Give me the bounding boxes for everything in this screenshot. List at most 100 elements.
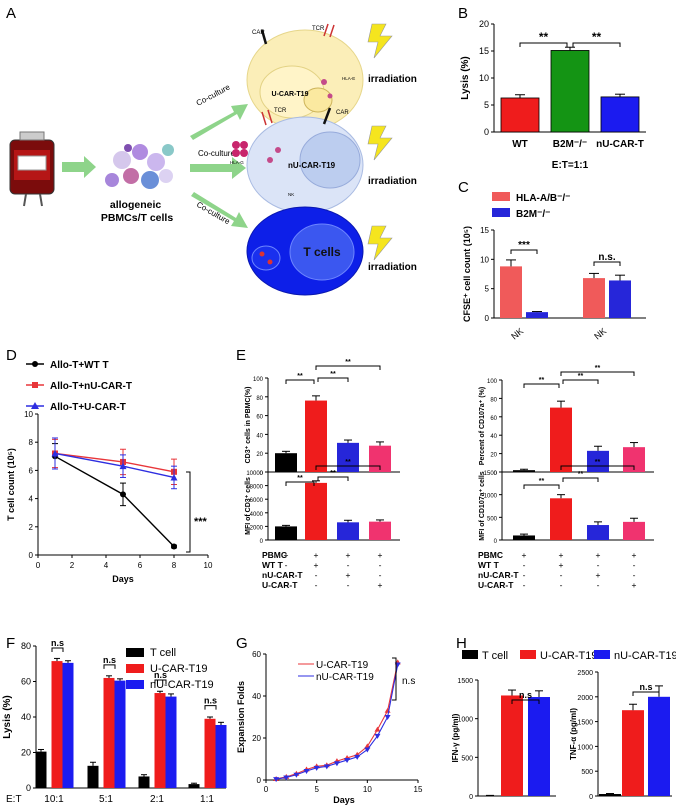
significance-label: n.s <box>204 696 217 706</box>
bar <box>609 280 631 318</box>
significance-bracket <box>562 379 599 384</box>
legend-swatch <box>126 680 144 689</box>
x-axis-prefix: E:T <box>6 794 22 805</box>
y-tick-label: 40 <box>252 692 261 701</box>
significance-label: ** <box>345 459 351 466</box>
panel-letter-d: D <box>6 347 17 364</box>
bar <box>51 661 63 788</box>
y-tick-label: 0 <box>494 539 498 545</box>
series-line <box>54 452 175 479</box>
significance-label: ** <box>578 373 584 380</box>
significance-label: ** <box>330 371 336 378</box>
car-label: CAR <box>252 30 265 36</box>
significance-bracket <box>523 484 560 489</box>
chart-d: 0 2 4 6 8 10 T cell count (10⁵) 0 2 4 6 8 10 Days Allo… <box>6 360 213 584</box>
legend-marker <box>32 361 38 367</box>
bar <box>35 751 47 788</box>
significance-label: ** <box>592 30 602 44</box>
legend-label: nU-CAR-T19 <box>316 672 374 683</box>
irradiation-label: irradiation <box>368 176 417 187</box>
x-tick-label: NK <box>509 326 525 342</box>
x-tick-label: 10 <box>204 561 213 570</box>
y-tick-label: 6000 <box>250 498 264 504</box>
panel-letter-h: H <box>456 635 467 652</box>
arrow-icon <box>190 104 248 140</box>
bar <box>550 50 590 133</box>
significance-bracket <box>186 471 191 553</box>
bar <box>500 97 540 133</box>
y-tick-label: 60 <box>252 650 261 659</box>
x-tick-label: 5:1 <box>99 794 113 805</box>
y-tick-label: 0 <box>485 314 490 323</box>
y-axis-label: T cell count (10⁵) <box>6 448 16 521</box>
bar <box>587 450 609 472</box>
data-point <box>171 543 177 550</box>
significance-label: ** <box>297 373 303 380</box>
legend-swatch <box>126 664 144 673</box>
panel-letter-f: F <box>6 635 15 652</box>
coculture-label: Co-culture <box>198 149 235 158</box>
table-cell: + <box>378 580 383 590</box>
y-tick-label: 60 <box>21 677 31 687</box>
significance-bracket <box>315 465 381 470</box>
significance-bracket <box>560 465 635 470</box>
table-cell: - <box>633 560 636 570</box>
table-cell: - <box>315 570 318 580</box>
y-tick-label: 80 <box>21 641 31 651</box>
significance-bracket <box>572 42 621 47</box>
y-tick-label: 0 <box>484 127 489 137</box>
x-tick-label: B2M⁻/⁻ <box>553 139 587 150</box>
table-row-label: nU-CAR-T <box>262 570 303 580</box>
y-tick-label: 20 <box>490 453 497 459</box>
tcr-label: TCR <box>312 26 325 32</box>
table-cell: - <box>285 570 288 580</box>
significance-label: n.s <box>103 655 116 665</box>
significance-bracket <box>204 705 217 710</box>
significance-label: ** <box>595 459 601 466</box>
x-tick-label: 5 <box>314 785 319 794</box>
table-cell: + <box>314 560 319 570</box>
series-line <box>54 455 175 548</box>
bar <box>583 278 605 318</box>
table-cell: - <box>597 580 600 590</box>
y-tick-label: 1000 <box>484 494 498 500</box>
y-axis-label: Lysis (%) <box>2 695 13 739</box>
y-tick-label: 2000 <box>577 695 593 702</box>
significance-label: ** <box>539 30 549 44</box>
bar <box>648 696 670 796</box>
legend-label: U-CAR-T19 <box>316 660 369 671</box>
data-point <box>354 754 361 760</box>
y-tick-label: 0 <box>26 783 31 793</box>
schematic-panel: allogeneic PBMCs/T cells Co-culture Co-c… <box>9 23 417 296</box>
legend-swatch <box>594 650 610 659</box>
significance-bracket <box>317 377 349 382</box>
table-cell: + <box>346 550 351 560</box>
panel-letter-e: E <box>236 347 246 364</box>
y-tick-label: 500 <box>487 516 498 522</box>
data-point <box>51 449 59 457</box>
significance-label: n.s. <box>598 252 615 263</box>
bar <box>62 662 74 788</box>
panel-letter-g: G <box>236 635 248 652</box>
legend-label: HLA-A/B⁻/⁻ <box>516 193 570 204</box>
bar <box>550 498 572 540</box>
significance-bracket <box>632 691 660 696</box>
coculture-label: Co-culture <box>195 82 232 108</box>
arrow-icon <box>190 157 246 179</box>
legend-swatch <box>462 650 478 659</box>
table-cell: - <box>633 570 636 580</box>
y-tick-label: 1000 <box>577 744 593 751</box>
y-tick-label: 20 <box>256 452 263 458</box>
nu-car-t19-label: nU-CAR-T19 <box>288 161 336 170</box>
table-cell: - <box>379 570 382 580</box>
y-tick-label: 80 <box>490 397 497 403</box>
bar <box>188 784 200 788</box>
bar <box>369 445 391 472</box>
y-tick-label: 4000 <box>250 512 264 518</box>
table-cell: - <box>347 560 350 570</box>
significance-label: n.s <box>402 676 415 687</box>
bar <box>587 525 609 540</box>
table-cell: + <box>314 550 319 560</box>
data-point <box>344 758 351 764</box>
